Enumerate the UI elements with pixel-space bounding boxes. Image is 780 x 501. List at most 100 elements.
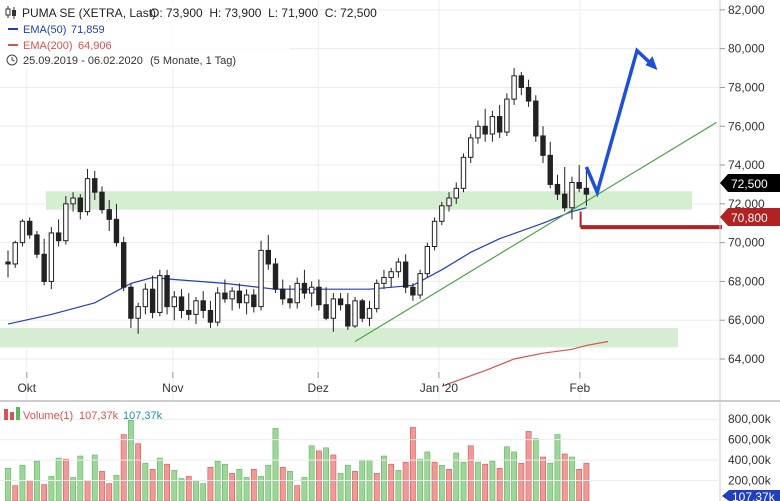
volume-bar xyxy=(409,427,416,501)
candle-body xyxy=(84,178,91,213)
candle xyxy=(562,166,568,212)
candle-body xyxy=(417,273,423,296)
volume-bar xyxy=(12,485,19,501)
candle-body xyxy=(381,277,387,284)
price-tick-label: 70,000 xyxy=(728,236,765,250)
candle-body xyxy=(12,242,18,265)
candle xyxy=(84,168,91,216)
candle-body xyxy=(229,290,235,300)
candle-body xyxy=(388,271,394,279)
volume-tick-label: 200,00k xyxy=(728,474,772,488)
volume-bar xyxy=(62,458,69,501)
candle-body xyxy=(243,294,250,304)
volume-axis: 800,00k 600,00k 400,00k 200,00k xyxy=(0,401,772,501)
price-tick-label: 80,000 xyxy=(728,42,765,56)
volume-bar xyxy=(337,473,344,501)
candle-body xyxy=(294,282,300,304)
candle-body xyxy=(280,288,286,300)
volume-bar xyxy=(55,457,62,501)
volume-bar xyxy=(431,461,438,501)
volume-bar xyxy=(48,476,55,501)
volume-bar xyxy=(446,469,452,501)
candle xyxy=(583,166,590,206)
candle xyxy=(431,217,438,251)
price-tick-label: 64,000 xyxy=(728,352,765,366)
volume-tick-label: 400,00k xyxy=(728,453,772,467)
candle-body xyxy=(128,286,134,319)
candle xyxy=(453,182,459,204)
candle-body xyxy=(359,300,365,319)
candle xyxy=(410,283,416,301)
clock-icon xyxy=(6,54,18,66)
volume-bar xyxy=(417,458,424,501)
candle-body xyxy=(77,197,83,213)
time-axis: Okt Nov Dez Jan '20 Feb xyxy=(17,372,591,395)
candlestick-icon xyxy=(5,6,16,19)
candle xyxy=(186,293,192,321)
volume-bar xyxy=(489,460,496,501)
projection-arrow xyxy=(584,47,653,198)
volume-legend-value-green: 107,37k xyxy=(123,410,163,422)
candle xyxy=(128,283,134,328)
legend-ohlc: O: 73,900 H: 73,900 L: 71,900 C: 72,500 xyxy=(150,6,377,20)
candle xyxy=(48,227,55,290)
volume-bar xyxy=(352,471,358,501)
candle-body xyxy=(142,288,149,308)
candle-body xyxy=(562,193,568,209)
volume-bar xyxy=(156,457,163,501)
volume-tick-label: 600,00k xyxy=(728,433,772,447)
candle-body xyxy=(214,292,221,323)
price-tick-label: 72,000 xyxy=(728,197,765,211)
trendline-layer xyxy=(354,121,717,343)
candle xyxy=(460,153,467,193)
candles xyxy=(5,68,590,334)
volume-bar xyxy=(243,477,250,501)
volume-bar xyxy=(84,480,91,501)
candle-body xyxy=(453,187,459,199)
candle xyxy=(92,170,98,200)
candle-body xyxy=(301,282,308,294)
volume-bar xyxy=(294,485,301,501)
candle xyxy=(511,68,517,105)
candle xyxy=(171,291,177,321)
volume-bar xyxy=(77,455,84,501)
candle xyxy=(576,165,582,193)
price-tick-label: 78,000 xyxy=(728,80,765,94)
volume-bar xyxy=(547,462,554,501)
volume-bar xyxy=(518,462,525,501)
candle xyxy=(200,291,206,319)
volume-bar xyxy=(315,450,322,501)
candle xyxy=(424,242,431,278)
volume-legend-value-red: 107,37k xyxy=(79,410,119,422)
candle-body xyxy=(525,86,532,102)
volume-bar xyxy=(301,477,308,501)
candle xyxy=(569,176,575,220)
legend-symbol: PUMA SE (XETRA, Last) xyxy=(22,6,156,20)
candle xyxy=(345,293,351,330)
candle xyxy=(547,141,553,189)
volume-bar xyxy=(222,463,228,501)
price-tick-label: 76,000 xyxy=(728,119,765,133)
candle-body xyxy=(482,125,488,135)
candle xyxy=(120,236,127,292)
candle xyxy=(533,95,539,142)
candle-body xyxy=(34,234,40,255)
volume-bar xyxy=(381,455,387,501)
candle-body xyxy=(540,135,546,156)
price-tick-label: 66,000 xyxy=(728,313,765,327)
price-tick-label: 68,000 xyxy=(728,274,765,288)
candle xyxy=(294,277,300,309)
price-tick-label: 74,000 xyxy=(728,158,765,172)
candle-body xyxy=(41,253,47,282)
candle xyxy=(323,287,329,321)
candle-body xyxy=(193,300,199,315)
volume-bar xyxy=(402,461,409,501)
candle xyxy=(402,254,409,294)
volume-bar xyxy=(373,473,380,501)
candle-body xyxy=(99,191,105,211)
candle xyxy=(374,279,380,313)
candle-body xyxy=(48,232,55,282)
support-zone xyxy=(0,327,678,348)
volume-bar xyxy=(236,469,243,501)
candle xyxy=(540,126,546,164)
